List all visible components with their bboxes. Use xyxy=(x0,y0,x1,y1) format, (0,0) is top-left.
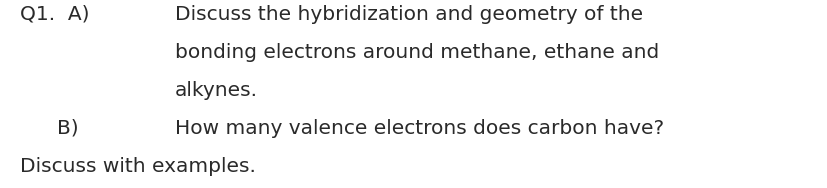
Text: B): B) xyxy=(57,119,79,138)
Text: Discuss with examples.: Discuss with examples. xyxy=(20,157,256,176)
Text: Q1.  A): Q1. A) xyxy=(20,5,89,24)
Text: bonding electrons around methane, ethane and: bonding electrons around methane, ethane… xyxy=(174,43,658,62)
Text: Discuss the hybridization and geometry of the: Discuss the hybridization and geometry o… xyxy=(174,5,643,24)
Text: How many valence electrons does carbon have?: How many valence electrons does carbon h… xyxy=(174,119,663,138)
Text: alkynes.: alkynes. xyxy=(174,81,258,100)
